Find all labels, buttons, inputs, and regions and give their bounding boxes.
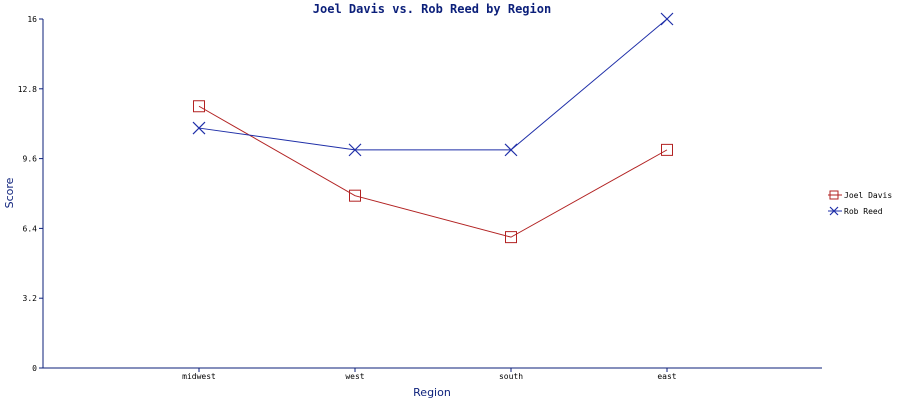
data-point-marker <box>504 143 518 157</box>
series-line <box>198 18 668 151</box>
data-point-marker <box>661 143 673 156</box>
legend-label: Rob Reed <box>844 207 883 216</box>
y-tick-label: 0 <box>32 364 37 373</box>
x-ticks: midwest west south east <box>182 368 677 381</box>
series-rob-reed <box>192 12 674 157</box>
chart-axes <box>42 19 822 369</box>
y-tick-label: 3.2 <box>23 294 38 303</box>
legend-marker <box>829 190 839 200</box>
data-point-marker <box>349 189 361 202</box>
data-point-marker <box>192 121 206 135</box>
legend-marker <box>829 206 839 216</box>
x-tick-label: west <box>345 372 364 381</box>
series-line <box>198 105 668 238</box>
x-tick-label: east <box>657 372 676 381</box>
legend-item: Joel Davis <box>828 190 892 200</box>
data-point-marker <box>660 12 674 26</box>
y-axis-title: Score <box>3 177 16 208</box>
chart-title: Joel Davis vs. Rob Reed by Region <box>313 2 551 16</box>
y-tick-label: 12.8 <box>18 85 37 94</box>
series-joel-davis <box>193 100 673 244</box>
y-tick-label: 6.4 <box>23 224 38 233</box>
y-ticks: 0 3.2 6.4 9.6 12.8 16 <box>18 15 43 373</box>
x-tick-label: south <box>499 372 523 381</box>
y-tick-label: 9.6 <box>23 155 38 164</box>
data-point-marker <box>505 231 517 244</box>
data-point-marker <box>348 143 362 157</box>
series-layer <box>192 12 674 244</box>
data-point-marker <box>193 100 205 113</box>
legend: Joel Davis Rob Reed <box>828 190 892 216</box>
y-tick-label: 16 <box>27 15 37 24</box>
x-axis-title: Region <box>413 386 451 399</box>
legend-label: Joel Davis <box>844 191 892 200</box>
legend-item: Rob Reed <box>828 206 883 216</box>
x-tick-label: midwest <box>182 372 216 381</box>
